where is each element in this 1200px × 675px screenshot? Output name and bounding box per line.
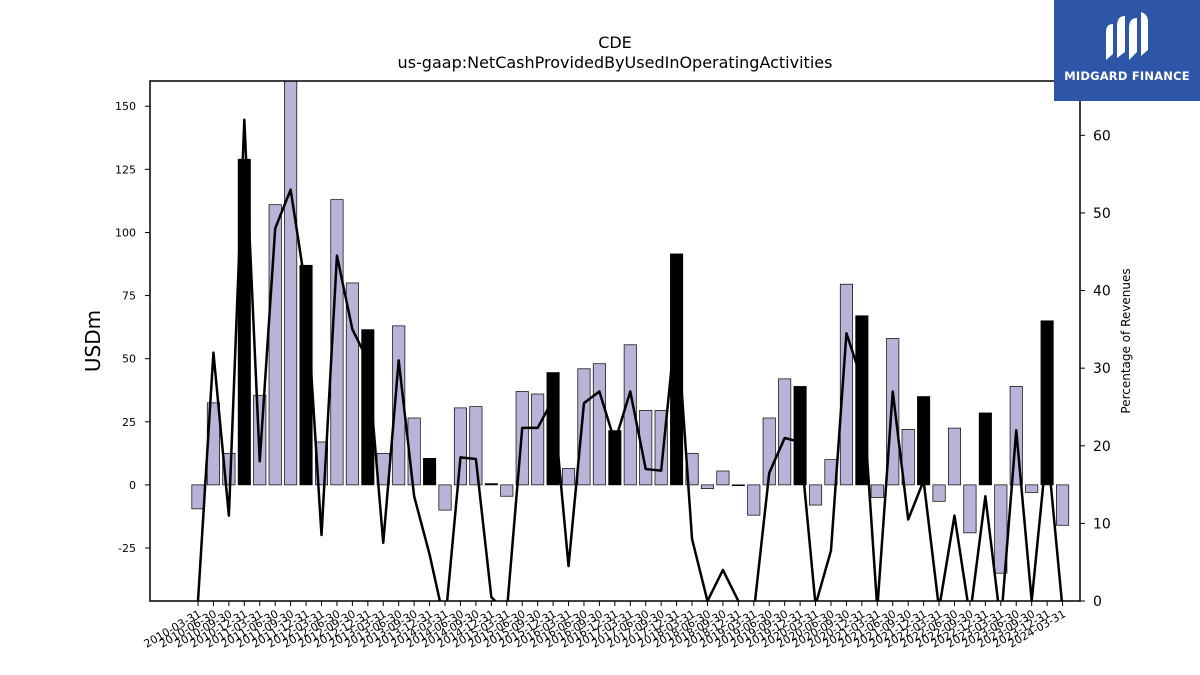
bar (191, 484, 205, 510)
bar (978, 412, 992, 486)
bar (453, 407, 467, 486)
bar (361, 329, 375, 486)
percentage-line (196, 118, 1064, 601)
bar (932, 484, 946, 502)
bar (778, 378, 792, 486)
bar (917, 396, 931, 486)
bar (561, 468, 576, 486)
chart-title: CDE (598, 33, 632, 52)
y-tick-label: 0 (129, 479, 136, 492)
bar (901, 429, 915, 486)
y-tick-label: 25 (122, 416, 136, 429)
y2-axis-label: Percentage of Revenues (1119, 268, 1133, 413)
y2-tick-label: 60 (1093, 128, 1111, 144)
brand-logo: MIDGARD FINANCE (1054, 0, 1200, 101)
chart-subtitle: us-gaap:NetCashProvidedByUsedInOperating… (398, 53, 833, 72)
bar (994, 484, 1008, 574)
bar (438, 484, 452, 511)
bar (870, 484, 884, 498)
bar (469, 406, 483, 486)
bar (731, 484, 745, 487)
y-tick-label: 125 (115, 163, 136, 176)
bar (639, 410, 653, 486)
bar (947, 427, 962, 486)
bar (577, 368, 591, 486)
bar (1056, 484, 1070, 526)
axes-layer: -25025507510012515001020304050602010-03-… (115, 80, 1111, 651)
y-tick-label: 100 (115, 226, 136, 239)
bar (592, 363, 606, 486)
bar (809, 484, 823, 506)
y-axis-label: USDm (81, 310, 105, 372)
bar (839, 283, 853, 486)
bar (546, 372, 560, 486)
bar (284, 81, 298, 486)
y2-tick-label: 0 (1093, 594, 1102, 610)
bar (963, 484, 977, 534)
y2-tick-label: 20 (1093, 439, 1111, 455)
bar (423, 458, 437, 486)
bar (700, 484, 714, 490)
y2-tick-label: 30 (1093, 361, 1111, 377)
bar (484, 483, 498, 486)
line-layer (196, 118, 1064, 601)
bar (608, 430, 622, 486)
y-tick-label: 150 (115, 100, 136, 113)
y2-tick-label: 40 (1093, 284, 1111, 300)
bar (1040, 320, 1054, 486)
bar (500, 484, 514, 497)
bar (747, 484, 761, 516)
bar (531, 393, 545, 486)
logo-mark-icon (1106, 12, 1148, 60)
y2-tick-label: 50 (1093, 206, 1111, 222)
y-tick-label: 75 (122, 290, 136, 303)
y-tick-label: 50 (122, 353, 136, 366)
y-tick-label: -25 (118, 542, 136, 555)
bar (237, 158, 251, 486)
bar (1025, 484, 1039, 493)
logo-text: MIDGARD FINANCE (1064, 69, 1190, 83)
bar (793, 386, 807, 486)
bar (716, 470, 730, 486)
y2-tick-label: 10 (1093, 516, 1111, 532)
